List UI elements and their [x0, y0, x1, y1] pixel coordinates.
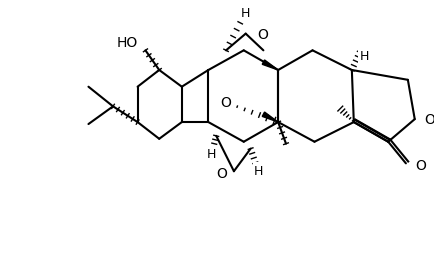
Text: O: O	[257, 27, 268, 41]
Text: HO: HO	[116, 36, 137, 50]
Text: H: H	[253, 164, 263, 177]
Text: H: H	[206, 147, 216, 160]
Text: O: O	[415, 159, 426, 173]
Text: H: H	[240, 7, 250, 20]
Text: H: H	[359, 50, 368, 62]
Polygon shape	[262, 61, 277, 71]
Polygon shape	[262, 113, 277, 123]
Text: O: O	[220, 96, 231, 110]
Text: O: O	[424, 113, 434, 127]
Text: O: O	[216, 167, 227, 181]
